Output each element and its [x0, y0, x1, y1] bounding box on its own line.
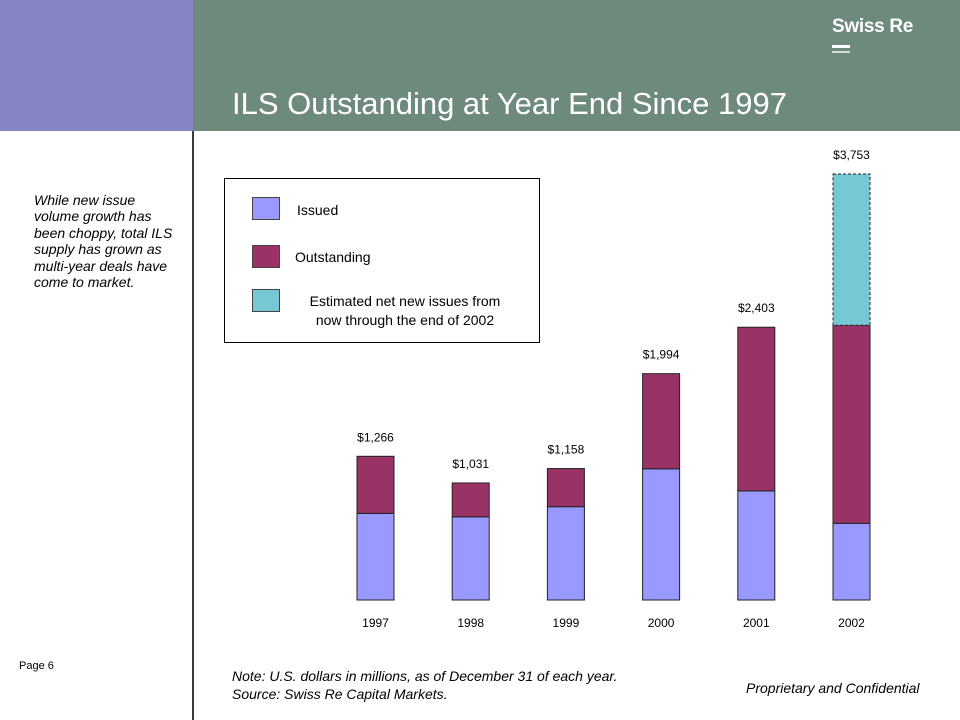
- footnote-line2: Source: Swiss Re Capital Markets.: [232, 685, 448, 702]
- page-number: Page 6: [19, 660, 54, 672]
- bar-segment-issued-2000: [642, 468, 681, 601]
- legend-label-estimated: Estimated net new issues from now throug…: [295, 292, 515, 330]
- x-tick-label-1998: 1998: [457, 616, 484, 630]
- swiss-re-logo-mark: [832, 43, 850, 57]
- x-tick-label-1997: 1997: [362, 616, 389, 630]
- confidential-notice: Proprietary and Confidential: [746, 680, 920, 696]
- divider-line: [192, 131, 194, 720]
- header-right-panel: [193, 0, 960, 131]
- header-left-panel: [0, 0, 193, 131]
- bar-total-label-2001: $2,403: [738, 301, 775, 315]
- bar-segment-outstanding-2002: [832, 324, 871, 524]
- bar-segment-issued-2002: [832, 522, 871, 601]
- x-tick-label-2000: 2000: [648, 616, 675, 630]
- legend-swatch-issued: [252, 197, 280, 220]
- page-title: ILS Outstanding at Year End Since 1997: [232, 86, 787, 121]
- legend-label-estimated-line2: now through the end of 2002: [315, 311, 495, 328]
- bar-segment-issued-1999: [546, 506, 585, 601]
- bar-segment-outstanding-2001: [737, 326, 776, 492]
- legend-label-outstanding: Outstanding: [295, 249, 371, 265]
- legend-swatch-estimated: [252, 289, 280, 312]
- bar-segment-outstanding-1998: [451, 482, 490, 518]
- bar-segment-outstanding-2000: [642, 373, 681, 470]
- bar-total-label-1997: $1,266: [357, 430, 394, 444]
- legend-label-estimated-line1: Estimated net new issues from: [309, 293, 501, 309]
- x-tick-label-1999: 1999: [553, 616, 580, 630]
- footnote-line1: Note: U.S. dollars in millions, as of De…: [232, 668, 618, 684]
- side-note: While new issue volume growth has been c…: [34, 192, 173, 290]
- bar-segment-issued-1997: [356, 512, 395, 601]
- bar-total-label-2000: $1,994: [643, 348, 680, 362]
- bar-segment-issued-2001: [737, 490, 776, 601]
- bar-total-label-2002: $3,753: [833, 148, 870, 162]
- bar-segment-estimated-2002: [832, 173, 871, 326]
- bar-segment-outstanding-1999: [546, 468, 585, 508]
- x-tick-label-2002: 2002: [838, 616, 865, 630]
- swiss-re-logo: Swiss Re: [832, 16, 914, 37]
- legend-swatch-outstanding: [252, 245, 280, 268]
- chart-legend: Issued Outstanding Estimated net new iss…: [224, 178, 540, 343]
- x-tick-label-2001: 2001: [743, 616, 770, 630]
- bar-total-label-1998: $1,031: [452, 457, 489, 471]
- bar-segment-issued-1998: [451, 516, 490, 601]
- footnote: Note: U.S. dollars in millions, as of De…: [232, 668, 617, 704]
- legend-label-issued: Issued: [297, 202, 339, 218]
- bar-segment-outstanding-1997: [356, 455, 395, 514]
- bar-total-label-1999: $1,158: [548, 443, 585, 457]
